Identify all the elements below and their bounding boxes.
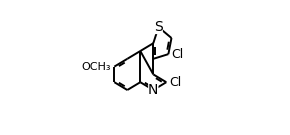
Text: Cl: Cl — [171, 48, 184, 61]
Text: S: S — [154, 20, 163, 34]
Text: N: N — [148, 83, 159, 97]
Text: Cl: Cl — [169, 76, 182, 89]
Text: OCH₃: OCH₃ — [82, 62, 111, 72]
